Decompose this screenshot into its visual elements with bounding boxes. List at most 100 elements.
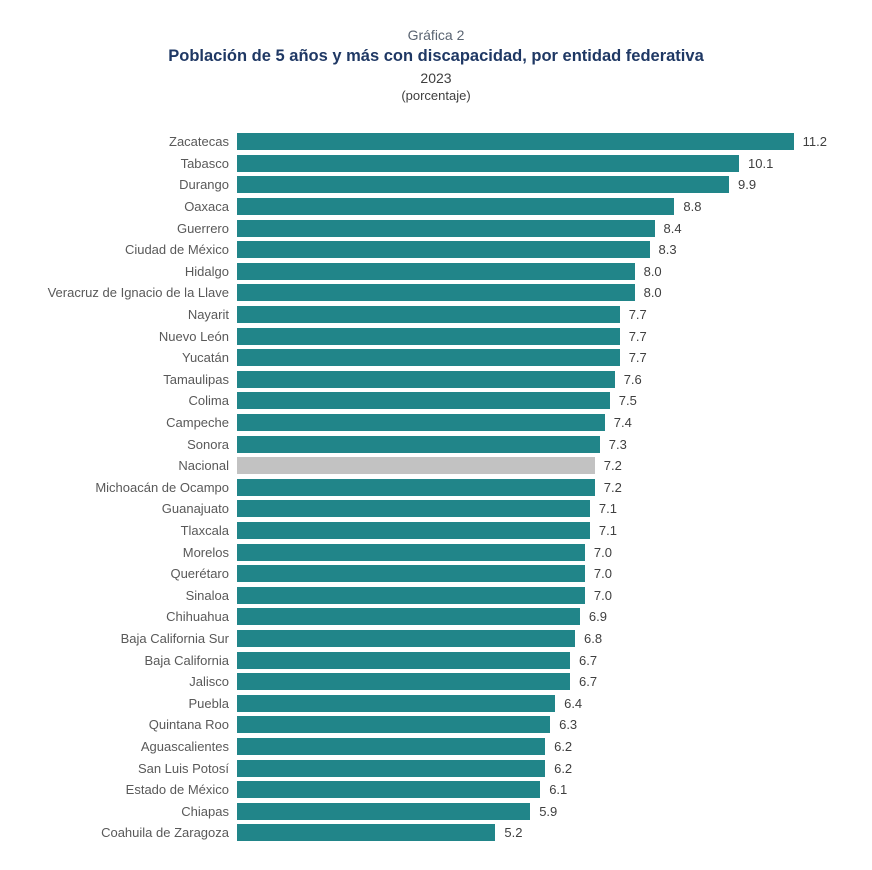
chart-row: Tabasco 10.1 — [0, 153, 872, 175]
bar — [237, 198, 675, 216]
chart-row: Guerrero 8.4 — [0, 217, 872, 239]
bar — [237, 349, 620, 367]
category-label: Baja California — [144, 652, 229, 668]
category-label: Michoacán de Ocampo — [95, 479, 229, 495]
chart-row: Aguascalientes 6.2 — [0, 736, 872, 758]
category-label: Coahuila de Zaragoza — [101, 825, 229, 841]
chart-row: Querétaro 7.0 — [0, 563, 872, 585]
bar — [237, 565, 585, 583]
value-label: 7.5 — [618, 393, 637, 409]
category-label: Campeche — [166, 415, 229, 431]
value-label: 5.9 — [539, 803, 558, 819]
chart-row: Quintana Roo 6.3 — [0, 714, 872, 736]
bar — [237, 500, 590, 518]
category-label: Morelos — [182, 544, 229, 560]
category-label: Nuevo León — [158, 328, 229, 344]
bar — [237, 370, 615, 388]
bar — [237, 586, 585, 604]
chart-number: Gráfica 2 — [407, 27, 465, 43]
value-label: 8.4 — [663, 220, 682, 236]
bar — [237, 629, 575, 647]
value-label: 6.2 — [554, 760, 573, 776]
value-label: 8.0 — [643, 285, 662, 301]
bar — [237, 284, 635, 302]
category-label: Zacatecas — [169, 134, 229, 150]
chart-row: Jalisco 6.7 — [0, 671, 872, 693]
chart-row: Ciudad de México 8.3 — [0, 239, 872, 261]
category-label: Jalisco — [189, 674, 229, 690]
bar — [237, 306, 620, 324]
category-label: Sonora — [187, 436, 229, 452]
chart-row: Puebla 6.4 — [0, 692, 872, 714]
category-label: Tamaulipas — [163, 371, 229, 387]
bar-chart: Zacatecas 11.2 Tabasco 10.1 Durango 9.9 Oaxaca… — [0, 131, 872, 844]
chart-row: Hidalgo 8.0 — [0, 261, 872, 283]
value-label: 7.7 — [628, 328, 647, 344]
value-label: 7.1 — [598, 522, 617, 538]
chart-row: Colima 7.5 — [0, 390, 872, 412]
category-label: Baja California Sur — [120, 630, 229, 646]
chart-row: Michoacán de Ocampo 7.2 — [0, 477, 872, 499]
category-label: Estado de México — [125, 782, 229, 798]
value-label: 7.7 — [628, 350, 647, 366]
category-label: Guanajuato — [161, 501, 229, 517]
category-label: Puebla — [188, 695, 229, 711]
value-label: 6.3 — [559, 717, 578, 733]
category-label: Guerrero — [176, 220, 229, 236]
value-label: 7.3 — [608, 436, 627, 452]
chart-row: Estado de México 6.1 — [0, 779, 872, 801]
value-label: 9.9 — [738, 177, 757, 193]
bar — [237, 824, 496, 842]
value-label: 5.2 — [504, 825, 523, 841]
category-label: Nacional — [178, 458, 229, 474]
bar — [237, 716, 551, 734]
chart-row: Veracruz de Ignacio de la Llave 8.0 — [0, 282, 872, 304]
bar — [237, 694, 556, 712]
chart-row: Sinaloa 7.0 — [0, 584, 872, 606]
bar — [237, 478, 595, 496]
category-label: Tabasco — [180, 155, 229, 171]
category-label: Querétaro — [170, 566, 229, 582]
bar — [237, 219, 655, 237]
category-label: Yucatán — [182, 350, 229, 366]
bar — [237, 673, 570, 691]
bar — [237, 241, 650, 259]
value-label: 7.6 — [623, 371, 642, 387]
category-label: Nayarit — [187, 307, 229, 323]
value-label: 11.2 — [802, 134, 827, 150]
category-label: Aguascalientes — [140, 738, 229, 754]
bar — [237, 154, 739, 172]
chart-row: Chihuahua 6.9 — [0, 606, 872, 628]
bar — [237, 327, 620, 345]
chart-row: Yucatán 7.7 — [0, 347, 872, 369]
category-label: Colima — [188, 393, 229, 409]
category-label: Chiapas — [181, 803, 229, 819]
chart-row: Zacatecas 11.2 — [0, 131, 872, 153]
bar — [237, 543, 585, 561]
chart-row: Tamaulipas 7.6 — [0, 369, 872, 391]
chart-row: Nuevo León 7.7 — [0, 325, 872, 347]
value-label: 6.8 — [584, 630, 603, 646]
bar — [237, 608, 580, 626]
value-label: 7.0 — [593, 566, 612, 582]
value-label: 6.9 — [588, 609, 607, 625]
value-label: 7.1 — [598, 501, 617, 517]
value-label: 6.7 — [579, 674, 598, 690]
chart-row: Coahuila de Zaragoza 5.2 — [0, 822, 872, 844]
category-label: Hidalgo — [184, 263, 229, 279]
value-label: 8.3 — [658, 242, 677, 258]
chart-row: San Luis Potosí 6.2 — [0, 757, 872, 779]
chart-year: 2023 — [420, 69, 452, 86]
bar — [237, 392, 610, 410]
category-label: Tlaxcala — [180, 522, 229, 538]
category-label: Durango — [179, 177, 229, 193]
chart-header: Gráfica 2 Población de 5 años y más con … — [0, 0, 872, 104]
chart-row: Sonora 7.3 — [0, 433, 872, 455]
value-label: 7.4 — [613, 415, 632, 431]
chart-title: Población de 5 años y más con discapacid… — [168, 46, 704, 65]
chart-row: Tlaxcala 7.1 — [0, 520, 872, 542]
bar — [237, 781, 541, 799]
chart-row: Durango 9.9 — [0, 174, 872, 196]
chart-row: Nayarit 7.7 — [0, 304, 872, 326]
